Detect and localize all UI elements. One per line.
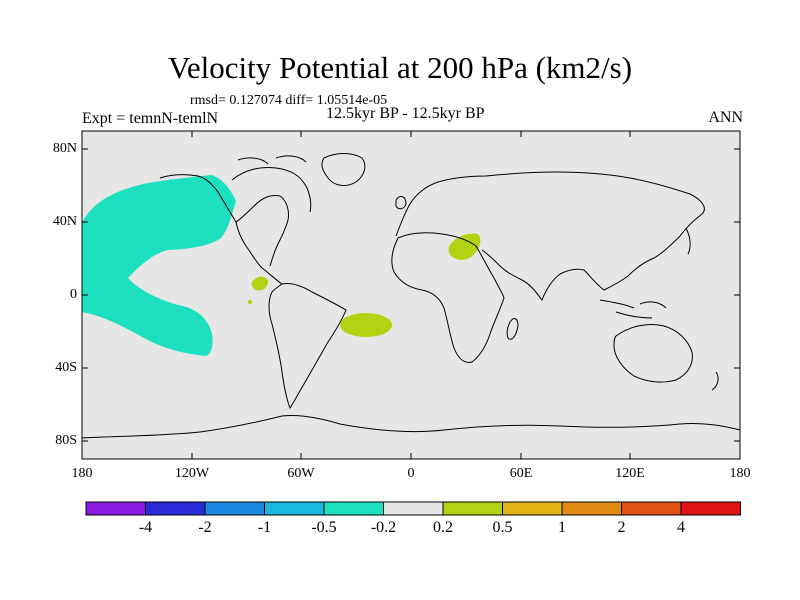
- period-label: 12.5kyr BP - 12.5kyr BP: [326, 105, 485, 122]
- south-atlantic-positive-region: [340, 313, 392, 337]
- new-zealand-coast: [711, 371, 719, 391]
- maritime-continent-coast: [599, 299, 667, 319]
- colorbar-box-7: [442, 501, 503, 516]
- north-pacific-negative-region: [82, 175, 236, 356]
- colorbar-label: 4: [677, 519, 685, 536]
- colorbar-box-5: [323, 501, 384, 516]
- colorbar-box-2: [145, 501, 206, 516]
- y-tick-label: 0: [70, 287, 77, 302]
- colorbar-box-11: [680, 501, 741, 516]
- y-tick-label: 80N: [52, 141, 77, 156]
- x-tick-label: 60W: [287, 466, 315, 481]
- colorbar-label: -2: [198, 519, 212, 536]
- colorbar-box-1: [85, 501, 146, 516]
- mediterranean-positive-region: [448, 233, 481, 260]
- x-tick-label: 0: [407, 466, 415, 481]
- figure-title: Velocity Potential at 200 hPa (km2/s): [167, 50, 633, 85]
- experiment-label: Expt = temnN-temlN: [82, 110, 219, 127]
- season-label: ANN: [708, 109, 743, 126]
- small-positive-patch: [247, 299, 253, 305]
- rmsd-diff-stats: rmsd= 0.127074 diff= 1.05514e-05: [190, 93, 388, 108]
- colorbar-label: 0.5: [492, 519, 513, 536]
- australia-coast: [613, 323, 693, 383]
- north-pacific-inner-region: [124, 244, 160, 270]
- colorbar-label: 0.2: [433, 519, 453, 536]
- y-tick-label: 80S: [55, 433, 77, 448]
- colorbar-box-10: [621, 501, 682, 516]
- central-america-positive-region: [251, 276, 268, 291]
- north-america-coast: [159, 167, 312, 285]
- map-ticks: [81, 131, 741, 459]
- greenland-coast: [321, 153, 366, 186]
- y-tick-label: 40S: [55, 360, 77, 375]
- british-isles-coast: [395, 196, 407, 210]
- x-tick-label: 180: [729, 466, 751, 481]
- eurasia-coast: [395, 171, 705, 302]
- colorbar-box-3: [204, 501, 265, 516]
- arctic-islands-coast: [237, 155, 307, 165]
- y-tick-label: 40N: [52, 214, 77, 229]
- colorbar: [85, 501, 741, 516]
- x-tick-label: 180: [71, 466, 93, 481]
- colorbar-label: 1: [558, 519, 566, 536]
- antarctica-coast: [81, 415, 741, 439]
- x-tick-label: 120E: [615, 466, 645, 481]
- colorbar-label: -0.2: [370, 519, 397, 536]
- colorbar-label: -4: [138, 519, 153, 536]
- japan-coast: [685, 227, 691, 255]
- colorbar-box-8: [502, 501, 563, 516]
- x-tick-label: 120W: [174, 466, 210, 481]
- x-tick-label: 60E: [509, 466, 533, 481]
- coastlines: [81, 153, 741, 439]
- colorbar-label: 2: [617, 519, 626, 536]
- madagascar-coast: [506, 318, 519, 340]
- colorbar-box-4: [264, 501, 325, 516]
- colorbar-box-9: [561, 501, 622, 516]
- map-panel: [81, 130, 741, 460]
- africa-coast: [391, 232, 505, 363]
- colorbar-label: -1: [257, 519, 272, 536]
- colorbar-label: -0.5: [311, 519, 337, 536]
- south-america-coast: [268, 283, 347, 410]
- colorbar-box-6: [383, 501, 444, 516]
